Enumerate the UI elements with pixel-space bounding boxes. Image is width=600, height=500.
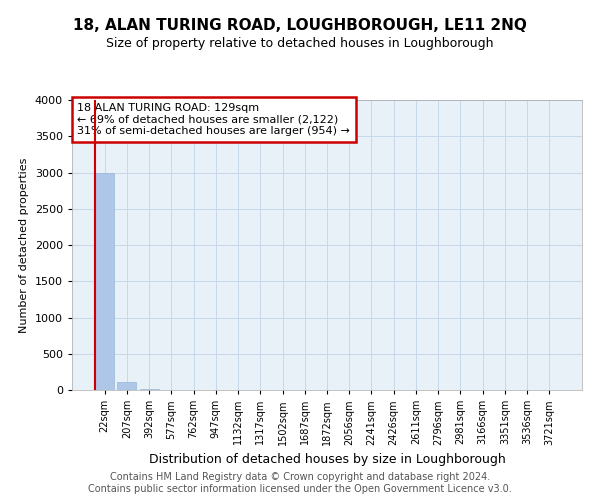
Bar: [95, 172, 114, 390]
Text: Contains public sector information licensed under the Open Government Licence v3: Contains public sector information licen…: [88, 484, 512, 494]
Text: 18, ALAN TURING ROAD, LOUGHBOROUGH, LE11 2NQ: 18, ALAN TURING ROAD, LOUGHBOROUGH, LE11…: [73, 18, 527, 32]
Bar: [118, 382, 136, 390]
Text: Contains HM Land Registry data © Crown copyright and database right 2024.: Contains HM Land Registry data © Crown c…: [110, 472, 490, 482]
Y-axis label: Number of detached properties: Number of detached properties: [19, 158, 29, 332]
Text: 18 ALAN TURING ROAD: 129sqm
← 69% of detached houses are smaller (2,122)
31% of : 18 ALAN TURING ROAD: 129sqm ← 69% of det…: [77, 103, 350, 136]
Text: Size of property relative to detached houses in Loughborough: Size of property relative to detached ho…: [106, 38, 494, 51]
X-axis label: Distribution of detached houses by size in Loughborough: Distribution of detached houses by size …: [149, 453, 505, 466]
